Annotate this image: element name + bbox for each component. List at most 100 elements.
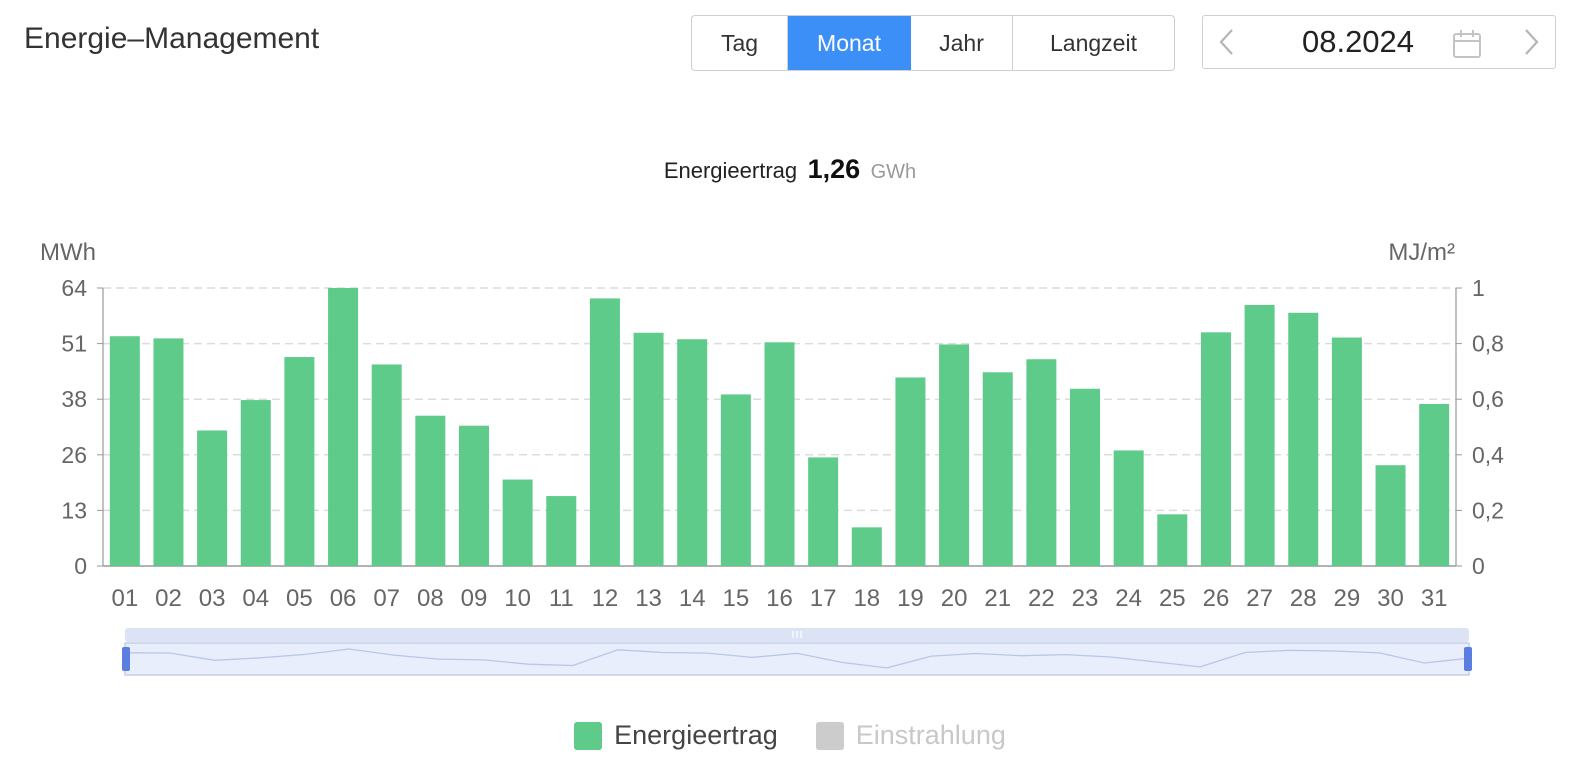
y-tick-label: 64 [61,275,87,301]
x-tick-label: 24 [1115,585,1142,612]
y2-tick-label: 0,2 [1472,497,1504,523]
x-tick-label: 16 [766,585,793,612]
bar-16[interactable] [764,342,795,566]
x-tick-label: 03 [199,585,226,612]
x-tick-label: 25 [1159,585,1186,612]
x-tick-label: 27 [1246,585,1273,612]
x-tick-label: 01 [111,585,138,612]
calendar-icon[interactable] [1451,28,1483,60]
bar-26[interactable] [1200,332,1231,566]
bar-07[interactable] [371,364,402,566]
x-tick-label: 17 [810,585,837,612]
x-tick-label: 12 [592,585,619,612]
x-tick-label: 29 [1334,585,1361,612]
tab-langzeit[interactable]: Langzeit [1050,30,1137,56]
bar-19[interactable] [895,377,926,566]
x-tick-label: 13 [635,585,662,612]
bar-03[interactable] [197,430,228,566]
bar-31[interactable] [1419,403,1450,566]
date-picker: 08.2024 [1202,15,1556,69]
y-tick-label: 0 [74,553,87,579]
bar-27[interactable] [1244,304,1275,566]
bar-13[interactable] [633,332,664,566]
bar-24[interactable] [1113,450,1144,566]
x-tick-label: 10 [504,585,531,612]
bar-02[interactable] [153,338,184,566]
y2-tick-label: 0,4 [1472,442,1504,468]
zoom-slider-preview-line [124,648,1470,669]
tab-monat[interactable]: Monat [788,16,911,70]
bar-11[interactable] [546,496,577,566]
bar-30[interactable] [1375,465,1406,566]
y2-tick-label: 1 [1472,275,1485,301]
legend-label-energieertrag: Energieertrag [614,720,778,750]
bar-20[interactable] [939,344,970,566]
y-tick-label: 26 [61,442,87,468]
bar-01[interactable] [109,336,140,566]
zoom-slider-right-handle[interactable] [1464,647,1472,671]
tab-tag[interactable]: Tag [692,16,788,70]
x-tick-label: 20 [941,585,968,612]
date-value[interactable]: 08.2024 [1301,24,1415,59]
x-tick-label: 04 [242,585,269,612]
y-tick-label: 38 [61,386,87,412]
x-tick-label: 07 [373,585,400,612]
zoom-slider-window[interactable] [124,642,1470,676]
bar-04[interactable] [240,400,271,566]
x-tick-label: 30 [1377,585,1404,612]
y2-tick-label: 0,8 [1472,331,1504,357]
bar-17[interactable] [808,457,839,566]
tab-jahr[interactable]: Jahr [911,16,1013,70]
x-tick-label: 31 [1421,585,1448,612]
x-tick-label: 02 [155,585,182,612]
bar-05[interactable] [284,357,315,566]
y2-axis-label: MJ/m² [1388,239,1455,266]
x-tick-label: 11 [549,585,574,612]
chart-legend: Energieertrag Einstrahlung [0,720,1580,751]
x-tick-label: 08 [417,585,444,612]
x-tick-label: 05 [286,585,313,612]
y-tick-label: 51 [61,331,87,357]
bar-18[interactable] [851,527,882,566]
x-tick-label: 15 [723,585,750,612]
chevron-left-icon[interactable] [1211,25,1245,59]
legend-swatch-einstrahlung [815,721,844,750]
bar-15[interactable] [720,394,751,566]
legend-swatch-energieertrag [574,721,603,750]
total-label: Energieertrag [663,158,798,183]
x-tick-label: 21 [984,585,1011,612]
x-tick-label: 22 [1028,585,1055,612]
bar-23[interactable] [1070,388,1101,566]
total-value: 1,26 [807,154,861,184]
chevron-right-icon[interactable] [1513,25,1547,59]
x-tick-label: 23 [1072,585,1099,612]
total-unit: GWh [870,161,917,183]
zoom-slider-left-handle[interactable] [122,647,130,671]
legend-label-einstrahlung: Einstrahlung [855,720,1006,750]
x-tick-label: 06 [330,585,357,612]
bar-29[interactable] [1331,337,1362,566]
bar-21[interactable] [982,372,1013,566]
y-tick-label: 13 [61,497,87,523]
bar-14[interactable] [677,339,708,566]
y2-tick-label: 0,6 [1472,386,1504,412]
energy-bar-chart: 0 0 13 0,2 26 0,4 38 0,6 51 0,8 64 1 MWh MJ/m² 01 02 03 0… [40,239,1504,676]
period-tabs: Tag Monat Jahr Langzeit [691,15,1175,71]
bar-12[interactable] [589,298,620,566]
bar-06[interactable] [328,288,359,566]
bar-09[interactable] [458,425,489,566]
legend-item-einstrahlung[interactable]: Einstrahlung [815,720,1006,751]
bar-28[interactable] [1288,312,1319,566]
x-tick-label: 28 [1290,585,1317,612]
y2-tick-label: 0 [1472,553,1485,579]
y-axis-label: MWh [40,239,96,266]
bar-08[interactable] [415,415,446,566]
energy-total: Energieertrag 1,26 GWh [0,154,1580,185]
legend-item-energieertrag[interactable]: Energieertrag [574,720,778,751]
page-title: Energie–Management [24,22,320,55]
bar-22[interactable] [1026,359,1057,566]
x-tick-label: 09 [461,585,488,612]
bar-25[interactable] [1157,514,1188,566]
x-tick-label: 26 [1203,585,1230,612]
bar-10[interactable] [502,479,533,566]
